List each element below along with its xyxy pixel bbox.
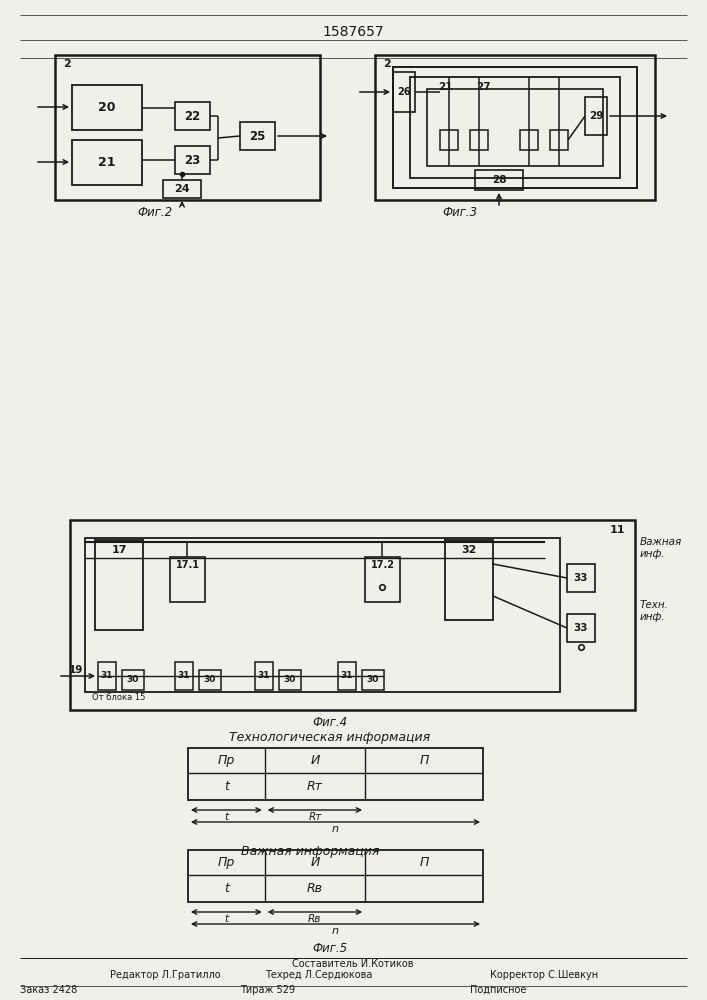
Text: Тираж 529: Тираж 529 [240,985,295,995]
Text: Редактор Л.Гратилло: Редактор Л.Гратилло [110,970,221,980]
Text: Фиг.4: Фиг.4 [312,716,348,728]
Text: 23: 23 [185,153,201,166]
Text: Пр: Пр [218,754,235,767]
Bar [55,55,320,200]
Bar [338,662,356,690]
Bar [72,140,142,185]
Bar [585,97,607,135]
Text: Корректор С.Шевкун: Корректор С.Шевкун [490,970,598,980]
Bar [255,662,273,690]
Bar [175,662,193,690]
Text: t: t [224,780,229,793]
Text: И: И [310,754,320,767]
Text: Пр: Пр [218,856,235,869]
Text: 1587657: 1587657 [322,25,384,39]
Text: t: t [224,812,228,822]
Text: 26: 26 [397,87,411,97]
Bar [440,130,458,150]
Text: 31: 31 [341,672,354,680]
Text: 2: 2 [63,59,71,69]
Bar [567,564,595,592]
Text: 31: 31 [101,672,113,680]
Bar [365,557,400,602]
Bar [85,538,560,692]
Text: 17.1: 17.1 [175,560,199,570]
Text: Составитель И.Котиков: Составитель И.Котиков [292,959,414,969]
Text: 30: 30 [284,676,296,684]
Text: 20: 20 [98,101,116,114]
Bar [567,614,595,642]
Text: 29: 29 [589,111,603,121]
Text: t: t [224,914,228,924]
Text: Rв: Rв [307,882,323,895]
Bar [240,122,275,150]
Text: П: П [419,754,428,767]
Text: Технологическая информация: Технологическая информация [230,732,431,744]
Bar [199,670,221,690]
Text: 30: 30 [367,676,379,684]
Text: 11: 11 [609,525,625,535]
Bar [362,670,384,690]
Bar [279,670,301,690]
Text: 25: 25 [250,129,266,142]
Text: Важная информация: Важная информация [241,846,379,858]
Bar [122,670,144,690]
Text: 27: 27 [476,82,491,92]
Text: П: П [419,856,428,869]
Bar [188,850,483,902]
Bar [427,89,603,166]
Bar [175,102,210,130]
Text: 21: 21 [98,156,116,169]
Text: Фиг.5: Фиг.5 [312,942,348,954]
Text: 19: 19 [69,665,83,675]
Text: Rт: Rт [307,780,323,793]
Bar [170,557,205,602]
Bar [70,520,635,710]
Bar [550,130,568,150]
Text: 24: 24 [174,184,189,194]
Bar [95,540,143,630]
Bar [375,55,655,200]
Text: 33: 33 [574,573,588,583]
Text: n: n [332,926,339,936]
Bar [410,77,620,178]
Bar [188,748,483,800]
Bar [163,180,201,198]
Bar [475,170,523,190]
Text: Rт: Rт [308,812,322,822]
Text: 17: 17 [111,545,127,555]
Bar [98,662,116,690]
Bar [72,85,142,130]
Text: 22: 22 [185,109,201,122]
Text: 30: 30 [204,676,216,684]
Text: И: И [310,856,320,869]
Text: t: t [224,882,229,895]
Text: От блока 15: От блока 15 [92,694,146,702]
Text: 31: 31 [177,672,190,680]
Text: Важная
инф.: Важная инф. [640,537,682,559]
Text: Заказ 2428: Заказ 2428 [20,985,77,995]
Text: 28: 28 [492,175,506,185]
Text: 2: 2 [383,59,391,69]
Text: Подписное: Подписное [470,985,527,995]
Text: 21: 21 [438,82,452,92]
Text: 30: 30 [127,676,139,684]
Text: 17.2: 17.2 [370,560,395,570]
Text: n: n [332,824,339,834]
Bar [393,67,637,188]
Bar [520,130,538,150]
Text: Фиг.3: Фиг.3 [443,206,477,219]
Text: Техн.
инф.: Техн. инф. [640,600,669,622]
Bar [175,146,210,174]
Text: Фиг.2: Фиг.2 [137,206,173,219]
Bar [470,130,488,150]
Text: Техред Л.Сердюкова: Техред Л.Сердюкова [265,970,373,980]
Text: Rв: Rв [308,914,322,924]
Text: 31: 31 [258,672,270,680]
Text: 32: 32 [461,545,477,555]
Text: 33: 33 [574,623,588,633]
Bar [445,540,493,620]
Bar [393,72,415,112]
